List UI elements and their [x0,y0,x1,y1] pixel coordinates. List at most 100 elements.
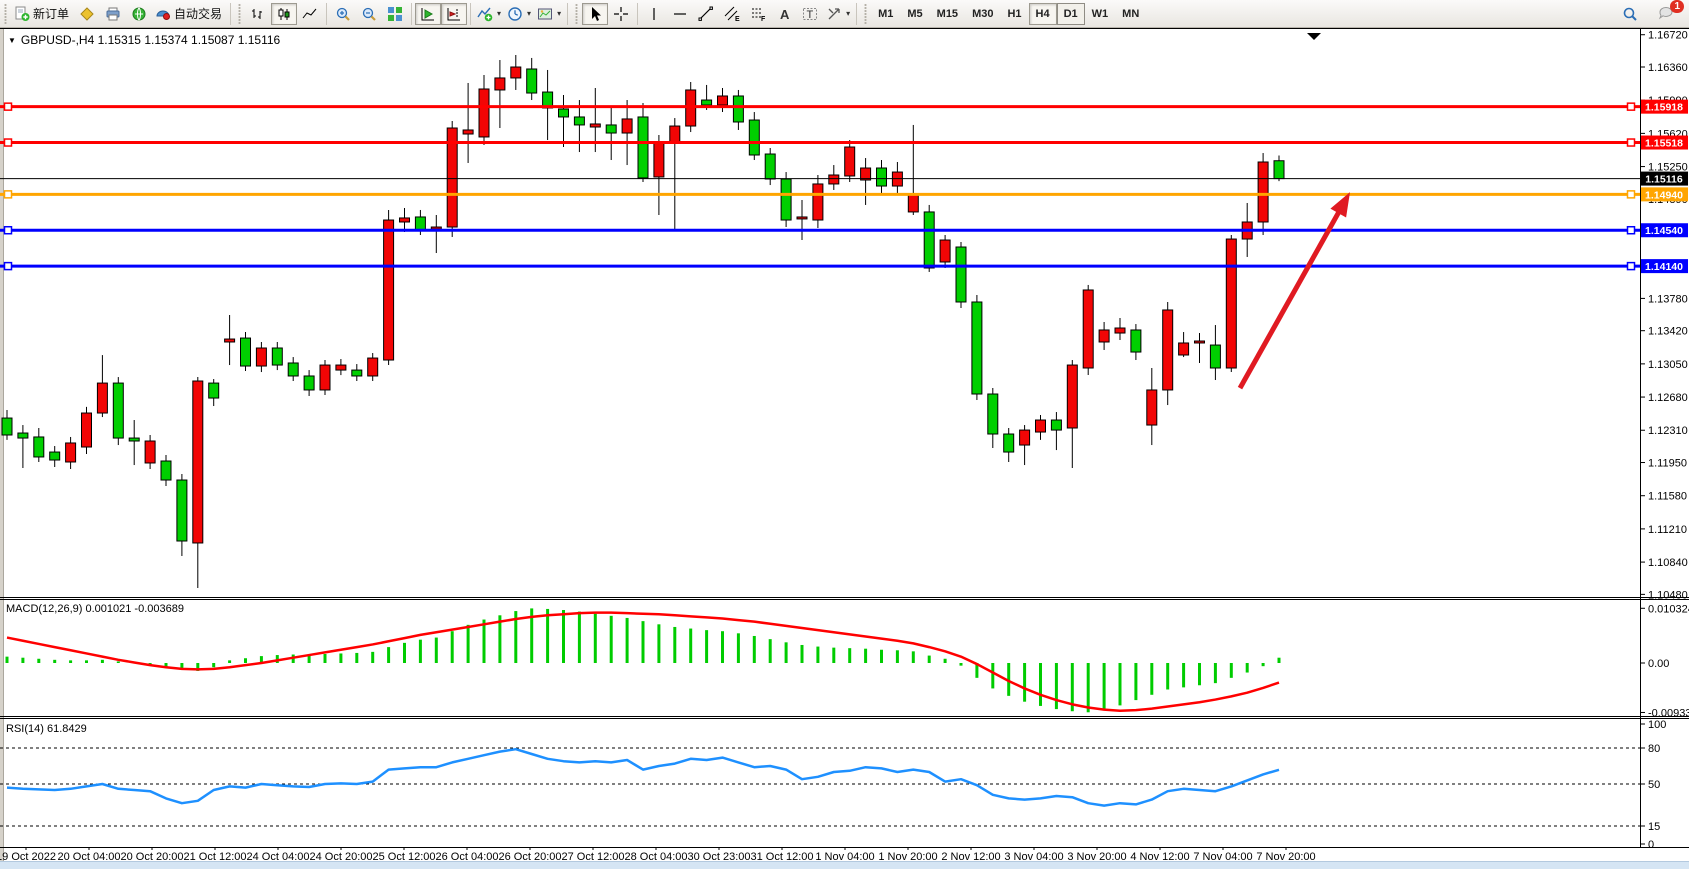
candle[interactable] [462,129,474,135]
toolbar-grip[interactable] [862,3,870,24]
autotrading-button[interactable]: 自动交易 [152,3,227,25]
candle[interactable] [17,432,29,439]
candle[interactable] [65,442,77,463]
candle[interactable] [81,412,92,448]
candle[interactable] [510,66,522,79]
chevron-down-icon[interactable]: ▾ [557,9,562,18]
candle[interactable] [812,183,824,221]
candle[interactable] [987,393,999,435]
candle[interactable] [1162,309,1174,391]
zoom-out-button[interactable] [356,3,382,25]
bar-chart-button[interactable] [245,3,271,25]
toolbar-grip[interactable] [573,3,581,24]
notifications-button[interactable]: 1 [1653,0,1684,25]
candle[interactable] [605,124,617,134]
candle[interactable] [176,479,188,542]
candle[interactable] [1146,389,1158,426]
candle[interactable] [589,123,601,128]
candle[interactable] [33,436,45,458]
candle[interactable] [287,362,299,377]
hline-anchor[interactable] [1626,261,1636,271]
candle[interactable] [1194,340,1205,344]
chart-shift-button[interactable] [441,2,468,25]
candle[interactable] [732,95,744,123]
candle[interactable] [1035,419,1046,433]
candle[interactable] [1178,342,1190,356]
templates-button[interactable]: ▾ [534,3,564,25]
text-label-button[interactable]: T [797,3,823,25]
candle[interactable] [955,246,967,303]
trend-arrow-annotation[interactable] [1237,192,1350,390]
candle[interactable] [1003,433,1015,453]
hline-anchor[interactable] [3,138,13,147]
periods-button[interactable]: ▾ [504,3,534,25]
fibonacci-button[interactable]: F [745,3,771,25]
candle[interactable] [1130,329,1142,353]
candle[interactable] [1257,161,1269,223]
candle[interactable] [653,142,665,178]
candle[interactable] [1082,289,1094,369]
candle[interactable] [367,357,379,377]
horizontal-line-button[interactable] [667,3,693,25]
print-button[interactable] [100,3,126,25]
candle[interactable] [255,347,267,367]
candle[interactable] [319,364,331,391]
candle[interactable] [828,174,840,185]
candle[interactable] [669,125,681,144]
candle[interactable] [399,217,410,223]
candle[interactable] [907,194,919,213]
toolbar-grip[interactable] [2,3,9,24]
candle[interactable] [1114,327,1126,334]
candlestick-button[interactable] [271,2,298,25]
search-button[interactable] [1617,3,1643,25]
candle[interactable] [876,167,887,187]
line-chart-button[interactable] [297,3,323,25]
timeframe-m15-button[interactable]: M15 [936,7,959,20]
candle[interactable] [971,301,983,395]
timeframe-mn-button[interactable]: MN [1122,7,1140,20]
chevron-down-icon[interactable]: ▾ [497,9,502,18]
candle[interactable] [160,460,172,481]
zoom-in-button[interactable] [330,3,356,25]
candle[interactable] [446,127,458,228]
toolbar-grip[interactable] [236,3,244,24]
candle[interactable] [844,146,856,177]
candle[interactable] [637,116,649,179]
vertical-line-button[interactable] [641,3,667,25]
candle[interactable] [208,382,220,399]
candle[interactable] [923,211,935,269]
candle[interactable] [112,382,124,439]
new-order-button[interactable]: 新订单 [11,3,74,25]
candle[interactable] [1098,329,1110,343]
auto-scroll-button[interactable] [415,2,442,25]
candle[interactable] [717,95,728,106]
metaeditor-button[interactable] [74,3,100,25]
tile-windows-button[interactable] [382,3,408,25]
candle[interactable] [526,68,538,94]
shapes-button[interactable]: ▾ [823,3,853,25]
hline-anchor[interactable] [3,102,13,111]
candle[interactable] [796,216,808,220]
chart-window[interactable]: 1.167201.163601.159901.156201.152501.148… [0,28,1689,869]
candle[interactable] [192,380,204,544]
trendline-button[interactable] [693,3,719,25]
timeframe-w1-button[interactable]: W1 [1091,7,1109,20]
candle[interactable] [1209,344,1221,369]
candle[interactable] [430,226,442,230]
candle[interactable] [1,417,13,436]
timeframe-h4-button[interactable]: H4 [1028,2,1057,25]
cursor-button[interactable] [582,2,609,25]
candle[interactable] [1273,160,1285,180]
candle[interactable] [414,216,426,231]
candle[interactable] [96,382,108,414]
candle[interactable] [860,167,872,181]
candle[interactable] [383,219,395,361]
candle[interactable] [478,88,490,138]
candle[interactable] [1225,238,1237,369]
community-button[interactable] [126,3,152,25]
timeframe-m30-button[interactable]: M30 [972,7,994,20]
candle[interactable] [764,153,776,180]
candle[interactable] [1019,429,1031,446]
candle[interactable] [144,440,156,464]
hline-anchor[interactable] [1626,190,1636,199]
